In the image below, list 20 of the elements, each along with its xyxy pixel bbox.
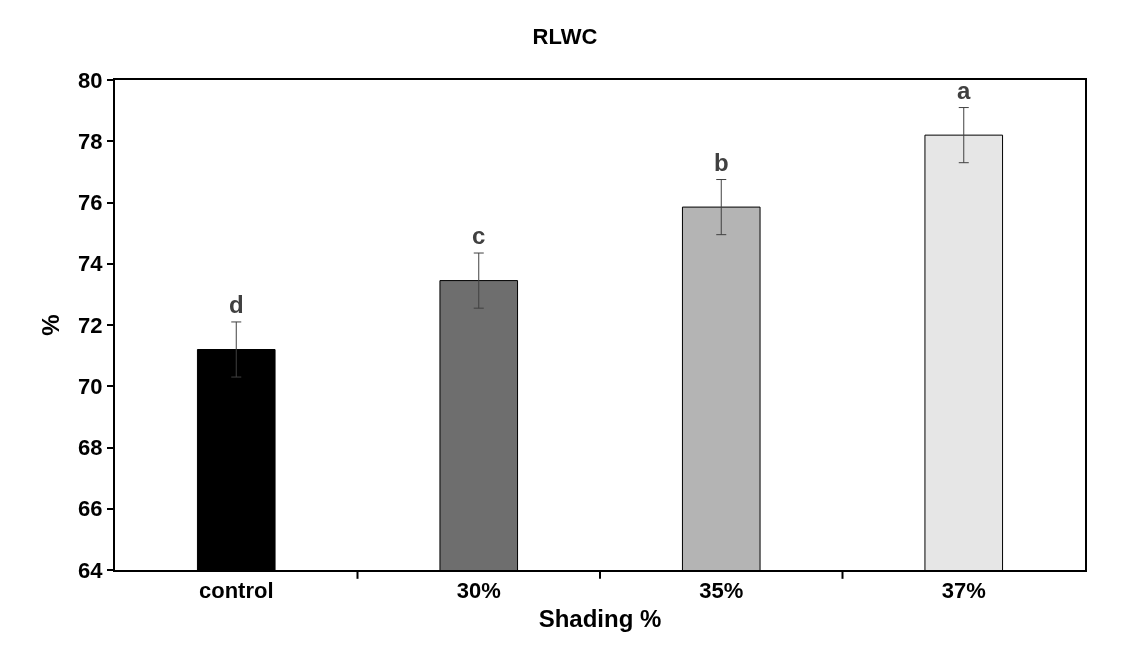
chart-title: RLWC (532, 24, 598, 50)
y-tick-label: 78 (78, 128, 103, 154)
y-tick-label: 80 (78, 67, 103, 93)
annotation: b (714, 149, 729, 176)
y-tick-label: 64 (78, 557, 104, 583)
x-tick-label: 35% (699, 578, 744, 604)
x-tick-label: control (198, 578, 274, 604)
annotation: d (229, 291, 244, 318)
y-axis-title: % (36, 314, 64, 336)
x-tick-label: 37% (941, 578, 986, 604)
y-tick-label: 68 (78, 435, 103, 461)
y-tick-label: 70 (78, 373, 103, 399)
annotation: c (472, 222, 486, 249)
x-tick-label: 30% (456, 578, 501, 604)
y-tick-label: 72 (78, 312, 103, 338)
y-tick-label: 66 (78, 496, 103, 522)
x-axis-title: Shading % (538, 605, 662, 633)
y-tick-label: 74 (78, 251, 104, 277)
annotation: a (957, 77, 971, 104)
y-tick-label: 76 (78, 190, 103, 216)
